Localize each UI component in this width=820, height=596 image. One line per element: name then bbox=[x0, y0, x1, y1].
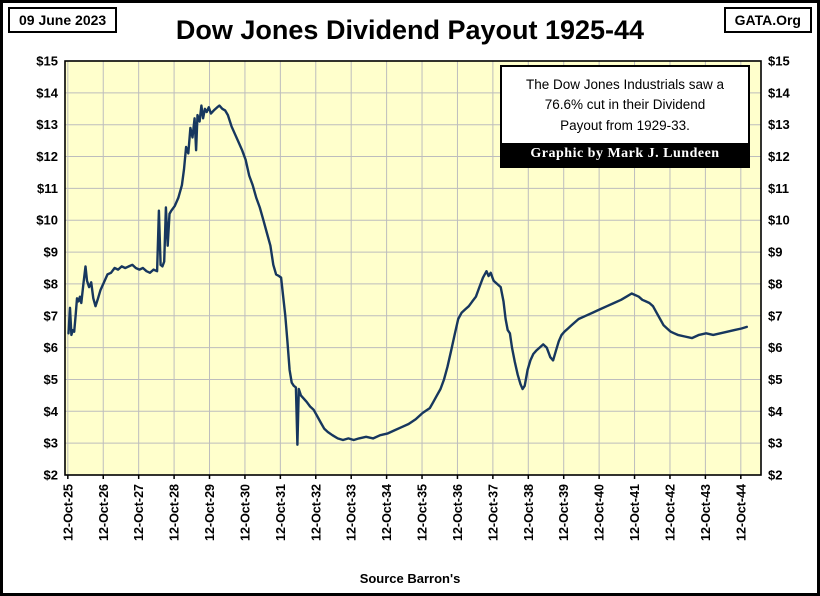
svg-text:12-Oct-29: 12-Oct-29 bbox=[203, 484, 217, 541]
svg-text:12-Oct-40: 12-Oct-40 bbox=[593, 484, 607, 541]
svg-text:12-Oct-44: 12-Oct-44 bbox=[734, 484, 748, 541]
annotation-line: The Dow Jones Industrials saw a bbox=[525, 77, 725, 92]
svg-text:$13: $13 bbox=[768, 117, 790, 132]
svg-text:$4: $4 bbox=[768, 404, 783, 419]
svg-text:12-Oct-27: 12-Oct-27 bbox=[132, 484, 146, 541]
svg-text:12-Oct-31: 12-Oct-31 bbox=[274, 484, 288, 541]
svg-text:$3: $3 bbox=[768, 436, 782, 451]
svg-text:$14: $14 bbox=[768, 85, 790, 100]
svg-text:12-Oct-41: 12-Oct-41 bbox=[628, 484, 642, 541]
svg-text:12-Oct-42: 12-Oct-42 bbox=[663, 484, 677, 541]
svg-text:12-Oct-26: 12-Oct-26 bbox=[97, 484, 111, 541]
svg-text:$9: $9 bbox=[44, 245, 58, 260]
svg-text:$15: $15 bbox=[768, 54, 790, 69]
annotation-credit: Graphic by Mark J. Lundeen bbox=[502, 142, 748, 166]
svg-text:12-Oct-25: 12-Oct-25 bbox=[61, 484, 75, 541]
svg-text:$11: $11 bbox=[768, 181, 789, 196]
svg-text:$9: $9 bbox=[768, 245, 782, 260]
svg-text:$13: $13 bbox=[36, 117, 58, 132]
svg-text:$8: $8 bbox=[44, 276, 58, 291]
svg-text:$7: $7 bbox=[768, 308, 782, 323]
svg-text:$12: $12 bbox=[36, 149, 58, 164]
svg-text:12-Oct-38: 12-Oct-38 bbox=[522, 484, 536, 541]
svg-text:$4: $4 bbox=[44, 404, 59, 419]
svg-text:12-Oct-37: 12-Oct-37 bbox=[486, 484, 500, 541]
svg-text:$2: $2 bbox=[768, 468, 782, 483]
annotation-line: Payout from 1929-33. bbox=[560, 117, 690, 133]
svg-text:12-Oct-36: 12-Oct-36 bbox=[451, 484, 465, 541]
annotation-text: The Dow Jones Industrials saw a 76.6% cu… bbox=[502, 67, 748, 143]
svg-text:$6: $6 bbox=[44, 340, 58, 355]
svg-text:$5: $5 bbox=[768, 372, 782, 387]
org-label: GATA.Org bbox=[734, 12, 801, 28]
svg-text:$15: $15 bbox=[36, 54, 58, 69]
svg-text:12-Oct-35: 12-Oct-35 bbox=[416, 484, 430, 541]
svg-text:12-Oct-33: 12-Oct-33 bbox=[345, 484, 359, 541]
svg-text:$2: $2 bbox=[44, 468, 58, 483]
page-title: Dow Jones Dividend Payout 1925-44 bbox=[175, 15, 645, 45]
svg-text:$6: $6 bbox=[768, 340, 782, 355]
svg-text:$11: $11 bbox=[37, 181, 58, 196]
svg-text:$10: $10 bbox=[36, 213, 58, 228]
svg-text:$8: $8 bbox=[768, 276, 782, 291]
svg-text:$14: $14 bbox=[36, 85, 58, 100]
svg-text:$10: $10 bbox=[768, 213, 790, 228]
svg-text:12-Oct-32: 12-Oct-32 bbox=[309, 484, 323, 541]
date-box: 09 June 2023 bbox=[8, 7, 118, 33]
org-box: GATA.Org bbox=[723, 7, 812, 33]
source-label: Source Barron's bbox=[359, 571, 461, 586]
svg-text:12-Oct-43: 12-Oct-43 bbox=[699, 484, 713, 541]
svg-text:$3: $3 bbox=[44, 436, 58, 451]
annotation-line: 76.6% cut in their Dividend bbox=[544, 97, 706, 113]
annotation-box: The Dow Jones Industrials saw a 76.6% cu… bbox=[500, 65, 750, 168]
svg-text:$7: $7 bbox=[44, 308, 58, 323]
svg-text:$12: $12 bbox=[768, 149, 790, 164]
svg-text:12-Oct-34: 12-Oct-34 bbox=[380, 484, 394, 541]
svg-text:12-Oct-28: 12-Oct-28 bbox=[168, 484, 182, 541]
svg-text:12-Oct-30: 12-Oct-30 bbox=[238, 484, 252, 541]
svg-text:12-Oct-39: 12-Oct-39 bbox=[557, 484, 571, 541]
date-label: 09 June 2023 bbox=[19, 12, 107, 28]
svg-text:$5: $5 bbox=[44, 372, 58, 387]
